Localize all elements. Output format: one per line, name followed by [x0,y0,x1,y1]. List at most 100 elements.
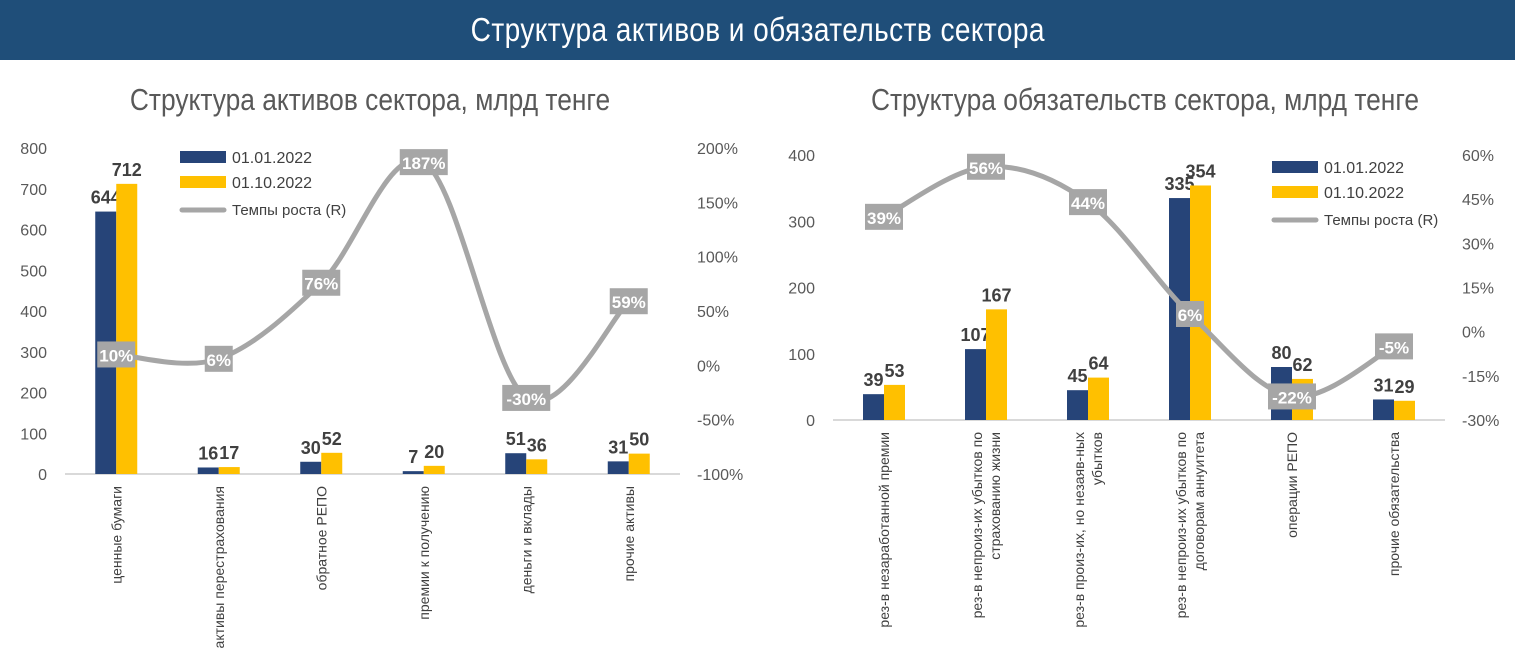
x-category-label: прочие обязательства [1386,432,1402,576]
y2-tick-label: -50% [697,413,734,430]
bar-value-label: 335 [1164,174,1194,194]
legend-label: 01.01.2022 [232,150,312,167]
bar-value-label: 64 [1088,354,1108,374]
legend-label: Темпы роста (R) [232,202,346,219]
x-category-label-line: рез-в непроиз-их убытков по [969,432,985,619]
growth-label-box [399,149,448,176]
growth-rate-line [113,157,632,404]
x-category-label-line: обратное РЕПО [313,486,329,590]
legend-swatch-01-10-2022 [1272,186,1318,198]
x-category-label: рез-в незаработанной премии [876,432,892,628]
legend-swatch-01-10-2022 [180,176,226,188]
y-tick-label: 600 [20,223,47,240]
bar-value-label: 17 [219,443,239,463]
y-tick-label: 300 [20,345,47,362]
bar-value-label: 31 [608,437,628,457]
bar-value-label: 107 [960,325,990,345]
growth-label-box [502,384,551,411]
growth-rate-label: 56% [969,159,1003,178]
x-category-label: операции РЕПО [1284,432,1300,538]
y2-tick-label: -15% [1462,369,1499,386]
bar-value-label: 36 [527,435,547,455]
bar-01-10-2022 [423,465,445,474]
growth-rate-label: 6% [1178,306,1203,325]
bar-01-10-2022 [321,452,343,474]
growth-label-box [97,341,136,368]
legend-label: Темпы роста (R) [1324,212,1438,229]
bar-01-01-2022 [300,461,322,474]
growth-label-box [1176,301,1204,327]
x-category-label-line: операции РЕПО [1284,432,1300,538]
bar-01-10-2022 [628,453,650,474]
bar-value-label: 7 [408,447,418,467]
x-category-label: прочие активы [621,486,637,581]
bar-01-10-2022 [526,459,548,474]
y2-tick-label: -100% [697,467,743,484]
x-category-label: обратное РЕПО [313,486,329,590]
bar-01-01-2022 [1067,390,1088,420]
x-category-label: деньги и вклады [518,486,534,593]
y2-tick-label: -30% [1462,413,1499,430]
bar-value-label: 39 [863,370,883,390]
x-category-label: активы перестрахования [211,486,227,648]
growth-rate-label: 59% [612,293,646,312]
y2-tick-label: 100% [697,250,738,267]
growth-rate-label: -5% [1379,338,1409,357]
x-category-label-line: прочие активы [621,486,637,581]
liabilities-chart-title: Структура обязательств сектора, млрд тен… [870,82,1420,117]
y-tick-label: 100 [788,347,815,364]
page-banner: Структура активов и обязательств сектора [0,0,1515,60]
legend-label: 01.10.2022 [232,175,312,192]
bar-01-01-2022 [607,461,629,474]
y-tick-label: 0 [38,467,47,484]
bar-01-01-2022 [197,467,219,474]
y2-tick-label: 30% [1462,236,1494,253]
y-tick-label: 400 [20,304,47,321]
bar-value-label: 354 [1185,161,1215,181]
bar-01-10-2022 [884,384,905,420]
y2-tick-label: 0% [1462,325,1485,342]
bar-01-01-2022 [863,394,884,420]
x-category-label-line: страхованию жизни [987,432,1003,560]
bar-value-label: 16 [198,443,218,463]
y2-tick-label: 15% [1462,281,1494,298]
page-title: Структура активов и обязательств сектора [470,11,1045,48]
bar-01-10-2022 [986,309,1007,420]
growth-rate-label: 10% [99,346,133,365]
legend-label: 01.01.2022 [1324,160,1404,177]
bar-value-label: 80 [1271,343,1291,363]
y-tick-label: 800 [20,141,47,158]
growth-label-box [1268,383,1316,410]
bar-01-10-2022 [1394,400,1415,420]
x-category-label-line: премии к получению [416,486,432,620]
growth-label-box [1375,333,1413,360]
legend-label: 01.10.2022 [1324,185,1404,202]
bar-value-label: 644 [91,188,121,208]
y-tick-label: 500 [20,263,47,280]
y-tick-label: 400 [788,148,815,165]
growth-rate-label: 39% [867,209,901,228]
bar-value-label: 45 [1067,366,1087,386]
x-category-label-line: договорам аннуитета [1191,432,1207,571]
bar-01-01-2022 [1373,399,1394,420]
y-tick-label: 700 [20,182,47,199]
assets-chart: 0 100 200 300 400 500 600 700 800 -100% -50% 0% 50% 1… [20,141,743,648]
bar-value-label: 53 [884,361,904,381]
liabilities-chart: 0 100 200 300 400 -30% -15% 0% 15% 30% 45% 60% 39 53 р… [788,148,1499,628]
growth-label-box [302,269,341,296]
y2-tick-label: 45% [1462,192,1494,209]
growth-label-box [967,153,1005,180]
bar-value-label: 50 [629,430,649,450]
bar-value-label: 52 [322,429,342,449]
bar-value-label: 712 [112,160,142,180]
growth-label-box [865,203,903,230]
bar-01-01-2022 [965,349,986,420]
x-category-label-line: деньги и вклады [518,486,534,593]
bar-01-10-2022 [218,467,240,474]
x-category-label-line: активы перестрахования [211,486,227,648]
y2-tick-label: 60% [1462,148,1494,165]
growth-rate-label: 6% [206,351,231,370]
growth-label-box [609,288,648,315]
legend-swatch-01-01-2022 [180,151,226,163]
